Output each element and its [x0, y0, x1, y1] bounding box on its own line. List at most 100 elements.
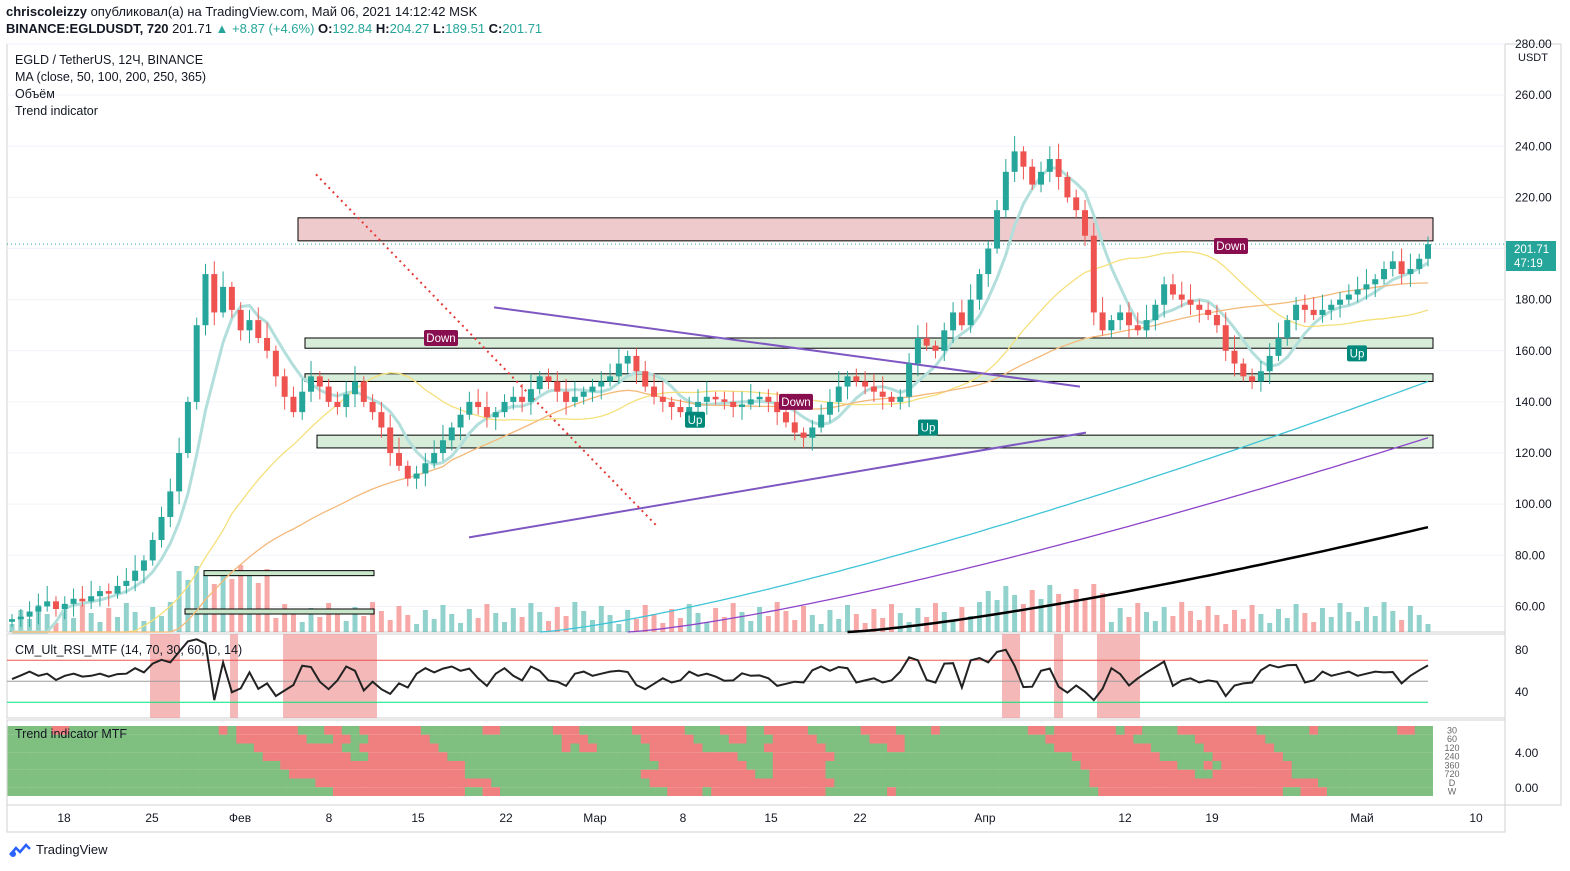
mtf-cell: [368, 743, 378, 753]
mtf-cell: [983, 752, 994, 761]
mtf-cell: [728, 726, 739, 735]
mtf-cell: [878, 769, 888, 779]
candle-body: [325, 386, 332, 402]
mtf-cell: [895, 787, 906, 796]
mtf-cell: [1115, 769, 1126, 779]
l-label: L:: [433, 21, 446, 36]
mtf-cell: [350, 726, 361, 735]
mtf-cell: [1423, 743, 1433, 753]
volume-bar: [1073, 589, 1079, 632]
mtf-cell: [1282, 769, 1293, 779]
mtf-cell: [394, 769, 404, 779]
mtf-cell: [1265, 769, 1275, 779]
author-name[interactable]: chriscoleizzy: [6, 4, 87, 19]
mtf-cell: [201, 778, 211, 788]
mtf-cell: [869, 734, 879, 744]
volume-bar: [71, 618, 77, 632]
mtf-cell: [491, 761, 501, 770]
mtf-cell: [957, 726, 967, 735]
mtf-cell: [1142, 752, 1152, 761]
mtf-cell: [816, 769, 827, 779]
volume-bar: [1126, 617, 1132, 632]
mtf-cell: [983, 726, 994, 735]
mtf-cell: [799, 769, 809, 779]
volume-bar: [361, 616, 367, 632]
time-tick-label: 8: [680, 811, 687, 825]
mtf-cell: [913, 743, 923, 753]
mtf-cell: [1238, 752, 1249, 761]
price-tick-label: 140.00: [1515, 395, 1552, 409]
mtf-cell: [1063, 726, 1073, 735]
mtf-cell: [737, 726, 747, 735]
volume-bar: [202, 575, 208, 632]
mtf-cell: [807, 734, 818, 744]
footer-brand[interactable]: TradingView: [8, 842, 108, 857]
mtf-row-label: D: [1449, 778, 1456, 788]
price-axis[interactable]: [1504, 43, 1562, 806]
mtf-cell: [1212, 734, 1222, 744]
mtf-cell: [667, 752, 677, 761]
time-tick-label: 15: [411, 811, 425, 825]
volume-bar: [1047, 585, 1053, 632]
volume-bar: [669, 609, 675, 632]
volume-bar: [932, 603, 938, 632]
mtf-cell: [113, 787, 123, 796]
mtf-cell: [315, 761, 325, 770]
mtf-cell: [693, 761, 704, 770]
volume-bar: [220, 570, 226, 632]
mtf-cell: [1106, 752, 1117, 761]
mtf-cell: [491, 787, 501, 796]
mtf-cell: [1397, 752, 1407, 761]
mtf-cell: [1150, 761, 1161, 770]
mtf-cell: [737, 752, 747, 761]
legend-title[interactable]: EGLD / TetherUS, 12Ч, BINANCE: [15, 53, 204, 67]
mtf-cell: [1370, 734, 1381, 744]
legend-rsi[interactable]: CM_Ult_RSI_MTF (14, 70, 30, 60, D, 14): [15, 643, 243, 657]
volume-bar: [282, 604, 288, 632]
mtf-cell: [350, 778, 361, 788]
volume-bar: [968, 616, 974, 632]
mtf-cell: [183, 743, 193, 753]
volume-bar: [440, 605, 446, 632]
mtf-cell: [596, 752, 607, 761]
mtf-cell: [209, 761, 220, 770]
volume-bar: [290, 613, 296, 632]
time-tick-label: 10: [1469, 811, 1483, 825]
mtf-cell: [755, 761, 765, 770]
time-axis[interactable]: [6, 804, 1506, 833]
time-tick-label: Апр: [974, 811, 996, 825]
mtf-cell: [1194, 726, 1205, 735]
mtf-cell: [429, 752, 440, 761]
mtf-cell: [658, 734, 668, 744]
legend-volume[interactable]: Объём: [15, 87, 55, 101]
mtf-cell: [1388, 787, 1398, 796]
mtf-cell: [376, 752, 387, 761]
mtf-cell: [438, 743, 448, 753]
mtf-cell: [1142, 726, 1152, 735]
mtf-cell: [1106, 726, 1117, 735]
volume-bar: [1319, 608, 1325, 632]
mtf-cell: [596, 778, 607, 788]
mtf-cell: [359, 726, 369, 735]
mtf-cell: [1238, 778, 1249, 788]
mtf-cell: [508, 769, 519, 779]
legend-ma[interactable]: MA (close, 50, 100, 200, 250, 365): [15, 70, 207, 84]
volume-bar: [194, 566, 200, 632]
mtf-cell: [825, 752, 835, 761]
mtf-cell: [148, 778, 158, 788]
mtf-cell: [702, 726, 712, 735]
volume-bar: [1372, 616, 1378, 632]
mtf-cell: [500, 787, 510, 796]
mtf-cell: [77, 761, 88, 770]
legend-trend-mtf[interactable]: Trend indicator MTF: [15, 727, 128, 741]
mtf-cell: [60, 743, 70, 753]
mtf-cell: [306, 778, 317, 788]
mtf-cell: [1124, 778, 1134, 788]
mtf-cell: [7, 778, 17, 788]
mtf-cell: [1133, 787, 1143, 796]
mtf-cell: [113, 761, 123, 770]
mtf-cell: [1397, 778, 1407, 788]
mtf-cell: [1309, 752, 1319, 761]
legend-trend[interactable]: Trend indicator: [15, 104, 98, 118]
candle-body: [1046, 159, 1053, 172]
